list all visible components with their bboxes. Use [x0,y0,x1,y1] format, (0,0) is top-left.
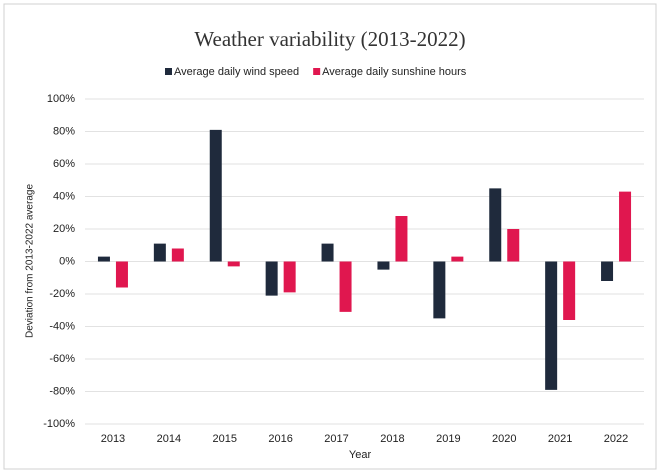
legend-label: Average daily wind speed [174,66,299,78]
bar [339,261,352,312]
legend-label: Average daily sunshine hours [322,66,467,78]
x-tick-label: 2013 [101,433,125,445]
bar [395,216,408,262]
x-tick-label: 2022 [604,433,628,445]
y-axis-label: Deviation from 2013-2022 average [25,184,36,338]
y-tick-label: -60% [49,353,75,365]
x-tick-label: 2021 [548,433,572,445]
x-tick-label: 2015 [213,433,237,445]
bar [433,261,446,319]
bar [97,256,110,262]
y-tick-label: 80% [53,125,75,137]
bar [115,261,128,288]
bar [489,188,502,262]
y-tick-label: -40% [49,320,75,332]
x-tick-label: 2020 [492,433,516,445]
legend-swatch [165,68,172,75]
y-tick-label: -20% [49,288,75,300]
bar [377,261,390,270]
y-tick-label: 20% [53,223,75,235]
bar [171,248,184,262]
y-tick-label: 0% [59,255,75,267]
bar [265,261,278,296]
x-tick-label: 2014 [157,433,181,445]
y-tick-label: 100% [47,93,75,105]
y-tick-label: 60% [53,158,75,170]
bar [227,261,240,267]
x-tick-label: 2017 [324,433,348,445]
y-tick-label: 40% [53,190,75,202]
bar [209,129,222,262]
bar [321,243,334,262]
bar [283,261,296,293]
bar [507,229,520,262]
bar [545,261,558,390]
x-tick-label: 2018 [380,433,404,445]
y-tick-label: -80% [49,385,75,397]
x-tick-label: 2019 [436,433,460,445]
bar [601,261,614,281]
bar [563,261,576,320]
legend-swatch [313,68,321,75]
x-axis-label: Year [349,449,372,461]
chart-title: Weather variability (2013-2022) [194,27,465,51]
bar [619,191,632,262]
y-tick-label: -100% [43,418,75,430]
bar [451,256,464,262]
bar [153,243,166,262]
x-tick-label: 2016 [268,433,292,445]
